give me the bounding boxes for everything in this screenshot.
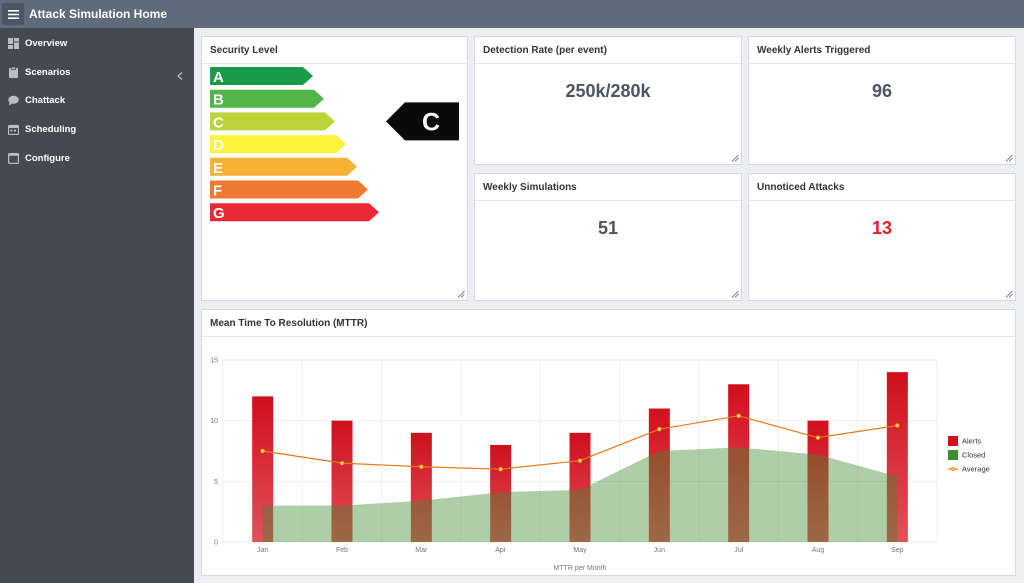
resize-handle-icon[interactable] bbox=[457, 290, 465, 298]
mttr-panel: Mean Time To Resolution (MTTR) 0 5 10 15 Jan… bbox=[201, 309, 1016, 576]
unnoticed-attacks-value: 13 bbox=[871, 218, 893, 238]
grade-letter: D bbox=[213, 137, 224, 154]
x-tick-label: Aug bbox=[812, 547, 825, 554]
alerts-bar[interactable] bbox=[886, 372, 908, 542]
grade-letter: F bbox=[213, 183, 222, 200]
detection-rate-value: 250k/280k bbox=[565, 81, 651, 101]
alerts-bar[interactable] bbox=[648, 408, 670, 542]
alerts-bar[interactable] bbox=[410, 432, 432, 542]
calendar-icon bbox=[8, 124, 19, 135]
y-tick-label: 10 bbox=[210, 418, 218, 425]
y-tick-label: 5 bbox=[214, 479, 218, 486]
grade-letter: C bbox=[213, 114, 224, 131]
sidebar-item-overview[interactable]: Overview bbox=[0, 29, 194, 57]
grade-arrow-g bbox=[210, 203, 379, 222]
resize-handle-icon[interactable] bbox=[731, 290, 739, 298]
panel-title: Mean Time To Resolution (MTTR) bbox=[210, 318, 368, 329]
grade-letter: E bbox=[213, 160, 223, 177]
panel-title: Weekly Alerts Triggered bbox=[757, 45, 871, 56]
resize-handle-icon[interactable] bbox=[731, 154, 739, 162]
weekly-simulations-value: 51 bbox=[597, 218, 619, 238]
x-tick-label: Jan bbox=[257, 547, 268, 554]
x-tick-label: Mar bbox=[415, 547, 428, 554]
average-point[interactable] bbox=[736, 413, 741, 419]
sidebar-item-scheduling[interactable]: Scheduling bbox=[0, 115, 194, 143]
mttr-chart: 0 5 10 15 Jan Feb Mar Apr May Jun Jul Aug Sep MTTR pe… bbox=[210, 358, 990, 573]
closed-area bbox=[262, 447, 898, 542]
average-point[interactable] bbox=[815, 435, 821, 440]
alerts-bar[interactable] bbox=[728, 384, 750, 542]
x-tick-label: Feb bbox=[336, 547, 348, 554]
average-point[interactable] bbox=[339, 460, 345, 466]
clipboard-icon bbox=[8, 66, 19, 78]
average-point[interactable] bbox=[577, 458, 583, 464]
grade-letter: G bbox=[213, 205, 225, 222]
detection-rate-panel: Detection Rate (per event) 250k/280k bbox=[474, 36, 742, 165]
alerts-bar[interactable] bbox=[252, 396, 274, 542]
app-title: Attack Simulation Home bbox=[29, 7, 168, 21]
resize-handle-icon[interactable] bbox=[1005, 290, 1013, 298]
alerts-bar[interactable] bbox=[569, 432, 591, 542]
average-point[interactable] bbox=[260, 448, 265, 454]
sidebar-item-label: Scheduling bbox=[25, 123, 77, 135]
hamburger-icon bbox=[7, 9, 19, 19]
panel-title: Unnoticed Attacks bbox=[757, 182, 845, 193]
panel-title: Detection Rate (per event) bbox=[483, 45, 607, 56]
x-tick-label: Jun bbox=[654, 547, 665, 554]
grade-arrow-f bbox=[210, 180, 368, 199]
resize-handle-icon[interactable] bbox=[1005, 154, 1013, 162]
chevron-left-icon bbox=[177, 67, 183, 85]
top-bar: Attack Simulation Home bbox=[0, 0, 1024, 28]
weekly-alerts-value: 96 bbox=[871, 81, 893, 101]
sidebar-item-scenarios[interactable]: Scenarios bbox=[0, 58, 194, 86]
sidebar-item-label: Chattack bbox=[25, 94, 66, 106]
sidebar-item-chattack[interactable]: Chattack bbox=[0, 86, 194, 114]
legend-label[interactable]: Average bbox=[962, 465, 990, 474]
alerts-bar[interactable] bbox=[807, 420, 829, 542]
unnoticed-attacks-panel: Unnoticed Attacks 13 bbox=[748, 173, 1016, 301]
hamburger-menu-button[interactable] bbox=[2, 3, 24, 25]
sidebar-item-label: Configure bbox=[25, 152, 70, 164]
y-tick-label: 0 bbox=[214, 540, 218, 547]
x-tick-label: Apr bbox=[495, 547, 507, 554]
chat-bubble-icon bbox=[8, 95, 19, 106]
sidebar: Overview Scenarios Chattack Scheduling C… bbox=[0, 28, 194, 583]
x-axis-label: MTTR per Month bbox=[554, 565, 607, 572]
current-grade-letter: C bbox=[422, 108, 440, 136]
grade-arrow-b bbox=[210, 89, 324, 108]
sidebar-item-label: Scenarios bbox=[25, 66, 71, 78]
average-point[interactable] bbox=[498, 466, 503, 472]
dashboard-icon bbox=[8, 37, 19, 49]
legend-label[interactable]: Closed bbox=[962, 451, 985, 460]
average-point[interactable] bbox=[895, 423, 900, 428]
window-icon bbox=[8, 152, 19, 164]
sidebar-item-label: Overview bbox=[25, 37, 68, 49]
average-point[interactable] bbox=[419, 464, 424, 470]
x-tick-label: May bbox=[573, 547, 587, 554]
y-tick-label: 15 bbox=[210, 358, 218, 365]
grade-arrow-d bbox=[210, 135, 346, 154]
legend-swatch bbox=[948, 436, 958, 446]
alerts-bar[interactable] bbox=[331, 420, 353, 542]
x-tick-label: Jul bbox=[734, 547, 743, 554]
weekly-simulations-panel: Weekly Simulations 51 bbox=[474, 173, 742, 301]
grade-arrow-a bbox=[210, 67, 313, 85]
sidebar-item-configure[interactable]: Configure bbox=[0, 144, 194, 172]
panel-title: Weekly Simulations bbox=[483, 182, 577, 193]
x-tick-label: Sep bbox=[891, 547, 904, 554]
legend-swatch bbox=[948, 450, 958, 460]
average-point[interactable] bbox=[657, 426, 662, 432]
legend-label[interactable]: Alerts bbox=[962, 437, 981, 446]
grade-letter: B bbox=[213, 92, 224, 109]
weekly-alerts-panel: Weekly Alerts Triggered 96 bbox=[748, 36, 1016, 165]
panel-title: Security Level bbox=[210, 45, 278, 56]
grade-arrow-e bbox=[210, 157, 357, 176]
grade-arrow-c bbox=[210, 112, 335, 131]
grade-letter: A bbox=[213, 69, 224, 86]
current-grade-indicator bbox=[386, 102, 459, 141]
